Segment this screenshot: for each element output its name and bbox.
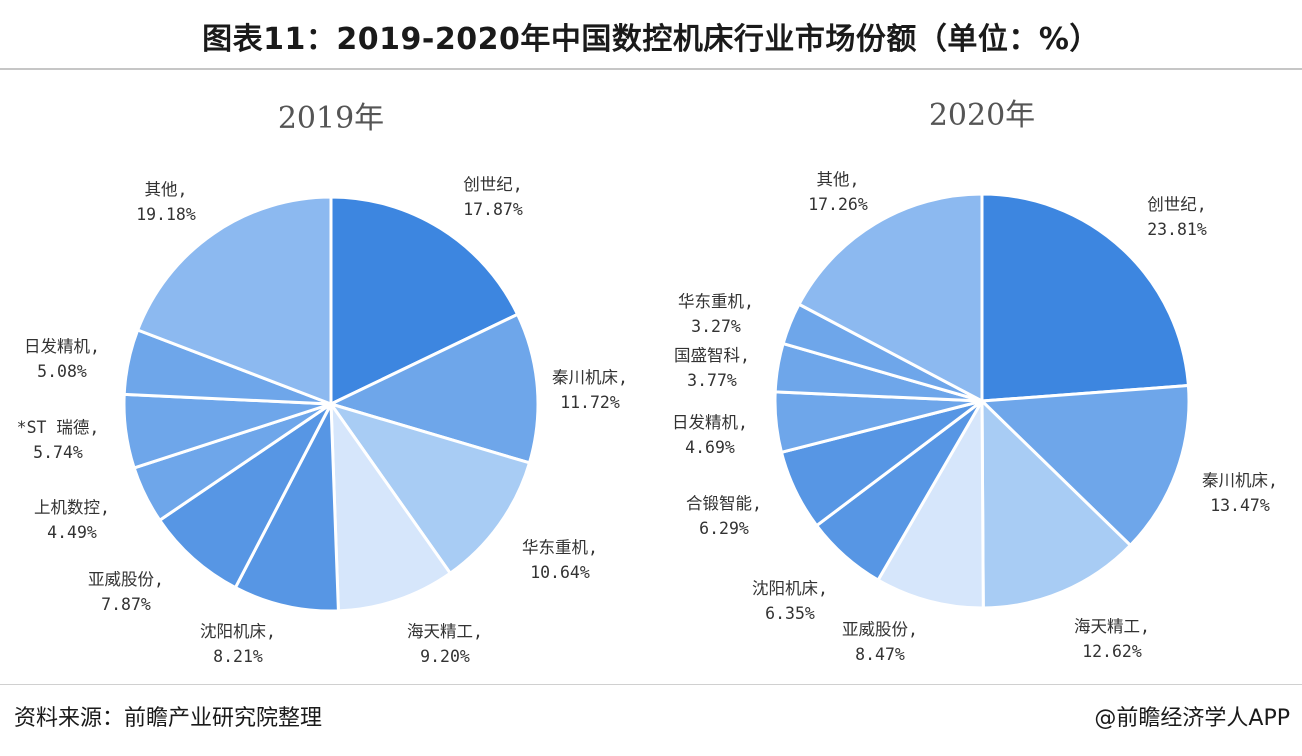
slice-label: 海天精工, 12.62% (1074, 617, 1150, 661)
slice-name: 亚威股份, (88, 570, 164, 589)
slice-value: 8.47% (855, 645, 905, 664)
slice-value: 10.64% (530, 563, 590, 582)
slice-value: 11.72% (560, 393, 620, 412)
slice-name: 创世纪, (463, 175, 522, 194)
slice-name: 沈阳机床, (200, 622, 276, 641)
slice-name: 沈阳机床, (752, 579, 828, 598)
slice-label: 国盛智科, 3.77% (674, 346, 750, 390)
source-note: 资料来源：前瞻产业研究院整理 (14, 706, 323, 731)
pie-chart-2020: 创世纪, 23.81% 秦川机床, 13.47% 海天精工, 12.62% 亚威股份, 8.4… (672, 170, 1278, 664)
slice-name: 日发精机, (24, 337, 100, 356)
slice-value: 3.77% (687, 371, 737, 390)
pie-slice (233, 402, 340, 613)
pie-slice (876, 399, 985, 610)
slice-value: 23.81% (1147, 220, 1207, 239)
slice-value: 3.27% (691, 317, 741, 336)
slice-label: 秦川机床, 11.72% (552, 368, 628, 412)
slice-name: 海天精工, (407, 622, 483, 641)
pie-slice (136, 195, 333, 406)
slice-label: 亚威股份, 8.47% (842, 620, 918, 664)
slice-value: 17.87% (463, 200, 523, 219)
slice-label: 海天精工, 9.20% (407, 622, 483, 666)
slice-name: 国盛智科, (674, 346, 750, 365)
slice-label: 创世纪, 23.81% (1147, 195, 1207, 239)
pie-slice (980, 384, 1191, 547)
slice-label: 华东重机, 3.27% (678, 292, 754, 336)
slice-value: 7.87% (101, 595, 151, 614)
pie-slice (329, 312, 540, 465)
slice-name: 上机数控, (34, 498, 110, 517)
slice-value: 13.47% (1210, 496, 1270, 515)
slice-name: 其他, (817, 170, 860, 189)
slice-label: 亚威股份, 7.87% (88, 570, 164, 614)
slice-value: 6.29% (699, 519, 749, 538)
figure-title: 图表11：2019-2020年中国数控机床行业市场份额（单位：%） (202, 22, 1100, 57)
pie-slice (329, 402, 531, 575)
slice-value: 19.18% (136, 205, 196, 224)
slice-label: 上机数控, 4.49% (34, 498, 110, 542)
slice-name: 日发精机, (672, 413, 748, 432)
slice-label: 秦川机床, 13.47% (1202, 471, 1278, 515)
slice-name: 创世纪, (1147, 195, 1206, 214)
slice-label: 沈阳机床, 6.35% (752, 579, 828, 623)
pie-slice (980, 192, 1190, 403)
slice-name: 合锻智能, (686, 494, 762, 513)
slice-label: 华东重机, 10.64% (522, 538, 598, 582)
slice-name: 亚威股份, (842, 620, 918, 639)
slice-label: 创世纪, 17.87% (463, 175, 523, 219)
pie-slice (158, 402, 333, 590)
slice-name: 海天精工, (1074, 617, 1150, 636)
slice-value: 17.26% (808, 195, 868, 214)
slice-name: 其他, (145, 180, 188, 199)
slice-value: 6.35% (765, 604, 815, 623)
slice-value: 4.49% (47, 523, 97, 542)
slice-name: 秦川机床, (552, 368, 628, 387)
slice-label: 日发精机, 4.69% (672, 413, 748, 457)
slice-label: 沈阳机床, 8.21% (200, 622, 276, 666)
slice-name: 秦川机床, (1202, 471, 1278, 490)
slice-value: 4.69% (685, 438, 735, 457)
pie-charts-canvas: 2019年 2020年 创世纪, 17.87% 秦川机床, 11.72% 华东重机, 10… (17, 98, 1278, 666)
title-divider (0, 68, 1302, 70)
footer-divider (0, 684, 1302, 685)
pie-slice (329, 402, 452, 613)
slice-label: 其他, 19.18% (136, 180, 196, 224)
pie-slice (329, 195, 520, 406)
slice-name: *ST 瑞德, (17, 418, 100, 437)
slice-label: *ST 瑞德, 5.74% (17, 418, 100, 462)
pie-title-2020: 2020年 (929, 98, 1035, 133)
slice-value: 8.21% (213, 647, 263, 666)
credit-note: @前瞻经济学人APP (1094, 706, 1290, 731)
slice-value: 9.20% (420, 647, 470, 666)
slice-name: 华东重机, (522, 538, 598, 557)
slice-name: 华东重机, (678, 292, 754, 311)
slice-label: 合锻智能, 6.29% (686, 494, 762, 538)
pie-chart-2019: 创世纪, 17.87% 秦川机床, 11.72% 华东重机, 10.64% 海天精工, 9.2… (17, 175, 628, 666)
slice-label: 其他, 17.26% (808, 170, 868, 214)
pie-title-2019: 2019年 (278, 101, 384, 136)
slice-value: 5.74% (33, 443, 83, 462)
slice-value: 12.62% (1082, 642, 1142, 661)
slice-label: 日发精机, 5.08% (24, 337, 100, 381)
pie-slice (797, 192, 984, 403)
pie-slice (980, 399, 1132, 610)
slice-value: 5.08% (37, 362, 87, 381)
